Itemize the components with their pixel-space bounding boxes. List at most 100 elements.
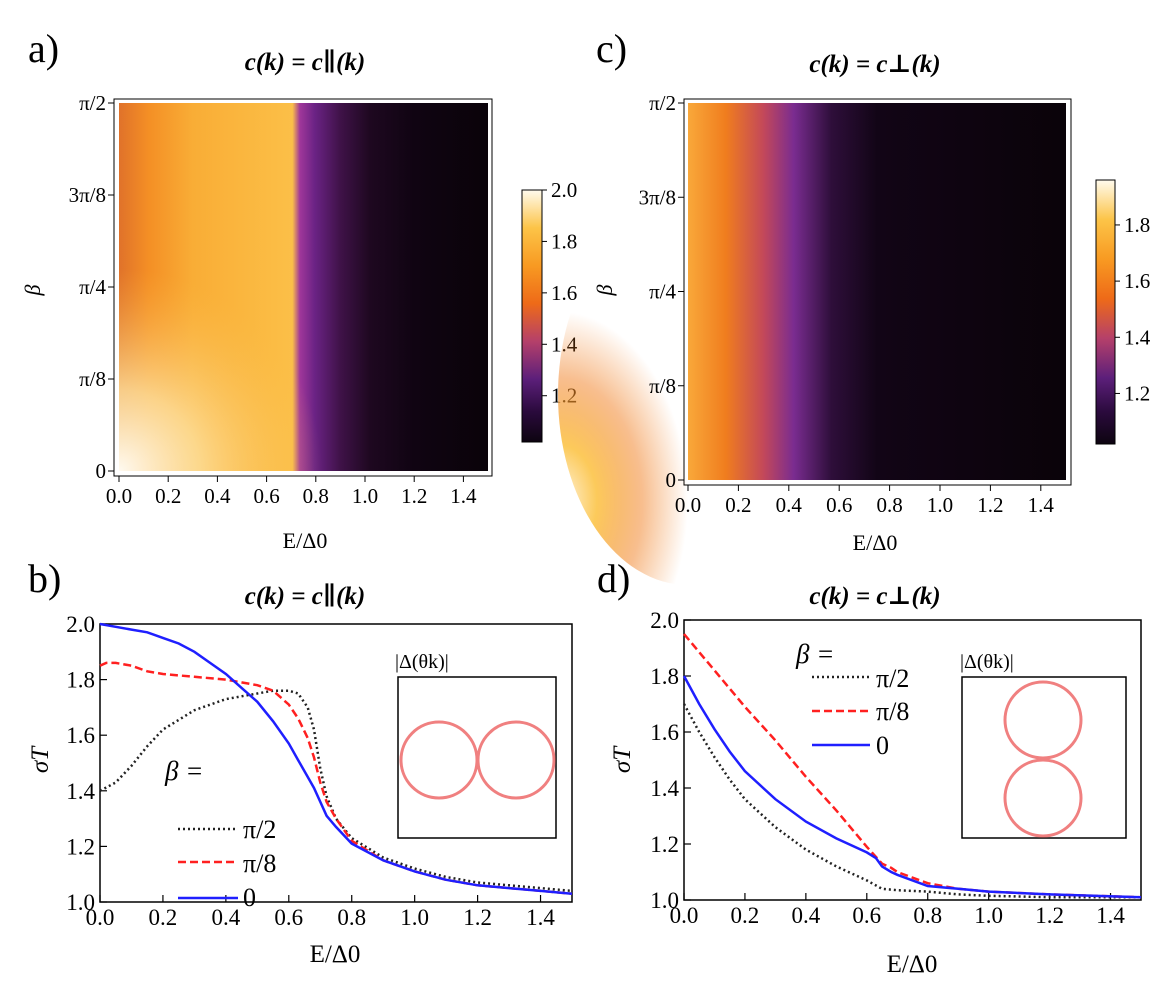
line-d-y-tick-label: 1.2 (650, 832, 679, 857)
inset-d-top-lobe (1003, 680, 1083, 760)
heatmap-a-ylabel: β (20, 284, 45, 296)
line-b-x-tick-label: 1.2 (463, 905, 492, 930)
panel-a-title: c(k) = c∥(k) (245, 49, 365, 76)
heatmap-a-xlabel: E/Δ0 (283, 528, 328, 553)
line-b-series-pi2 (99, 689, 573, 893)
line-d-x-tick-label: 1.4 (1096, 903, 1125, 928)
line-d-xlabel: E/Δ0 (887, 951, 938, 978)
line-b-y-tick-label: 2.0 (66, 612, 95, 637)
line-b-series (99, 622, 573, 895)
heatmap-c-x-tick-label: 1.0 (927, 493, 953, 517)
heatmap-c-glow-layer (558, 205, 818, 585)
heatmap-a-x-ticks: 0.0 0.2 0.4 0.6 0.8 1.0 1.2 1.4 (106, 476, 477, 508)
line-d-y-tick-label: 1.4 (650, 776, 679, 801)
line-b-x-tick-label: 0.2 (149, 905, 178, 930)
heatmap-a-y-tick-label: 3π/8 (69, 183, 106, 207)
line-d-series-pi8 (683, 633, 1142, 899)
line-b-x-tick-label: 0.0 (86, 905, 115, 930)
legend-d-entry-pi8: π/8 (876, 697, 909, 726)
line-b-y-tick-label: 1.0 (66, 890, 95, 915)
heatmap-a-y-tick-label: π/2 (79, 91, 106, 115)
colorbar-a-tick-label: 1.6 (551, 281, 577, 305)
line-b-y-tick-label: 1.2 (66, 834, 95, 859)
legend-b-entry-pi2: π/2 (243, 815, 276, 844)
colorbar-c-tick-label: 1.4 (1124, 325, 1151, 349)
line-b-series-pi8 (99, 661, 573, 895)
colorbar-c-tick-label: 1.6 (1124, 269, 1150, 293)
inset-d-bottom-lobe (1003, 758, 1083, 838)
line-d-y-ticks: 1.0 1.2 1.4 1.6 1.8 2.0 (650, 608, 691, 913)
line-d-series-zero (682, 675, 1142, 899)
inset-b-right-lobe (476, 720, 556, 800)
line-d-x-tick-label: 0.4 (791, 903, 820, 928)
legend-d-title: β = (795, 639, 834, 669)
colorbar-a-tick-label: 1.8 (551, 229, 577, 253)
line-d-x-tick-label: 1.0 (974, 903, 1003, 928)
legend-b: β = π/2 π/8 0 (164, 756, 276, 912)
line-b-frame (99, 623, 573, 903)
colorbar-c (1095, 179, 1116, 445)
line-d-x-tick-label: 0.8 (913, 903, 942, 928)
line-b-x-tick-label: 0.8 (337, 905, 366, 930)
legend-b-entry-pi8: π/8 (243, 849, 276, 878)
heatmap-c-x-tick-label: 0.4 (776, 493, 803, 517)
heatmap-c-xlabel: E/Δ0 (853, 530, 898, 555)
line-b-ylabel: σT (27, 745, 54, 773)
heatmap-a-x-tick-label: 0.2 (155, 484, 181, 508)
line-d-x-tick-label: 1.2 (1035, 903, 1064, 928)
line-b-x-tick-label: 0.6 (274, 905, 303, 930)
heatmap-c-x-tick-label: 1.4 (1028, 493, 1055, 517)
panel-a-label: a) (28, 26, 59, 71)
line-d-y-tick-label: 1.0 (650, 888, 679, 913)
colorbar-a (521, 189, 543, 443)
heatmap-c-x-tick-label: 1.2 (977, 493, 1003, 517)
line-d-series (682, 633, 1142, 899)
line-d-y-tick-label: 1.8 (650, 664, 679, 689)
legend-b-entry-zero: 0 (243, 883, 256, 912)
colorbar-a-tick-label: 2.0 (551, 178, 577, 202)
legend-b-title: β = (164, 756, 203, 786)
heatmap-a-y-ticks: 0 π/8 π/4 3π/8 π/2 (69, 91, 114, 483)
heatmap-c-x-tick-label: 0.2 (725, 493, 751, 517)
heatmap-a-x-tick-label: 0.6 (253, 484, 279, 508)
colorbar-c-ticks: 1.8 1.6 1.4 1.2 (1115, 213, 1151, 405)
heatmap-c-y-tick-label: π/8 (649, 374, 676, 398)
panel-b-label: b) (28, 556, 61, 601)
heatmap-a-x-tick-label: 1.4 (450, 484, 477, 508)
panel-a: a) c(k) = c∥(k) 0.0 0.2 0.4 0.6 0.8 1.0 1.2 1.4… (20, 26, 578, 553)
panel-b: b) c(k) = c∥(k) 0.0 0.2 0.4 0.6 0.8 1.0 1.2 1.4… (27, 556, 573, 968)
heatmap-c-y-tick-label: 0 (666, 468, 677, 492)
line-d-ylabel: σT (609, 745, 636, 773)
panel-d-title: c(k) = c⊥(k) (809, 583, 940, 610)
line-d-frame (683, 619, 1142, 901)
inset-d: |Δ(θk)| (960, 651, 1127, 839)
heatmap-a-x-tick-label: 0.0 (106, 484, 132, 508)
heatmap-c-x-ticks: 0.0 0.2 0.4 0.6 0.8 1.0 1.2 1.4 (675, 485, 1055, 517)
line-b-xlabel: E/Δ0 (310, 941, 361, 968)
line-d-x-tick-label: 0.0 (670, 903, 699, 928)
legend-d: β = π/2 π/8 0 (795, 639, 909, 760)
panel-c: c) c(k) = c⊥(k) 0.0 0.2 0.4 0.6 0.8 1.0 1.2 1.4… (558, 26, 1151, 585)
heatmap-c-x-tick-label: 0.6 (826, 493, 852, 517)
inset-b: |Δ(θk)| (395, 651, 557, 839)
inset-d-label: |Δ(θk)| (960, 651, 1014, 673)
line-b-x-ticks: 0.0 0.2 0.4 0.6 0.8 1.0 1.2 1.4 (86, 895, 555, 930)
line-b-x-tick-label: 1.4 (526, 905, 555, 930)
panel-d: d) c(k) = c⊥(k) 0.0 0.2 0.4 0.6 0.8 1.0 1.2 1.4… (597, 556, 1142, 978)
legend-d-entry-pi2: π/2 (876, 664, 909, 693)
heatmap-c-x-tick-label: 0.0 (675, 493, 701, 517)
heatmap-a-x-tick-label: 0.8 (303, 484, 329, 508)
heatmap-c-y-ticks: 0 π/8 π/4 3π/8 π/2 (639, 91, 684, 492)
heatmap-c-y-tick-label: π/4 (649, 280, 676, 304)
line-d-x-tick-label: 0.2 (731, 903, 760, 928)
line-b-y-tick-label: 1.6 (66, 723, 95, 748)
heatmap-a-x-tick-label: 1.0 (352, 484, 378, 508)
heatmap-a-y-tick-label: π/8 (79, 367, 106, 391)
panel-d-label: d) (597, 556, 630, 601)
panel-b-title: c(k) = c∥(k) (245, 583, 365, 610)
line-d-x-tick-label: 0.6 (852, 903, 881, 928)
line-b-series-zero (99, 622, 573, 895)
line-b-x-tick-label: 1.0 (400, 905, 429, 930)
heatmap-a-y-tick-label: 0 (96, 459, 107, 483)
